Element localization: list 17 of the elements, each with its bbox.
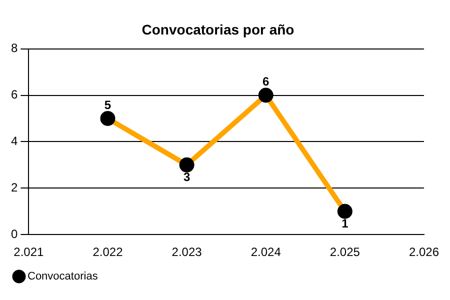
y-tick-label: 6	[10, 88, 18, 102]
y-tick-label: 2	[10, 180, 18, 194]
x-tick-label: 2.023	[172, 245, 202, 260]
y-tick-label: 4	[10, 134, 18, 148]
x-tick-label: 2.024	[250, 245, 282, 260]
chart-title: Convocatorias por año	[142, 21, 294, 38]
x-tick-label: 2.021	[14, 245, 44, 260]
data-label: 3	[183, 170, 190, 184]
data-label: 1	[342, 216, 349, 231]
x-tick-label: 2.025	[330, 245, 360, 260]
legend-label: Convocatorias	[28, 270, 98, 283]
data-label: 6	[262, 74, 270, 89]
y-tick-label: 0	[10, 226, 18, 241]
x-tick-label: 2.022	[92, 245, 124, 260]
y-tick-label: 8	[10, 41, 18, 56]
data-label: 5	[104, 98, 112, 112]
x-tick-label: 2.026	[408, 245, 440, 260]
